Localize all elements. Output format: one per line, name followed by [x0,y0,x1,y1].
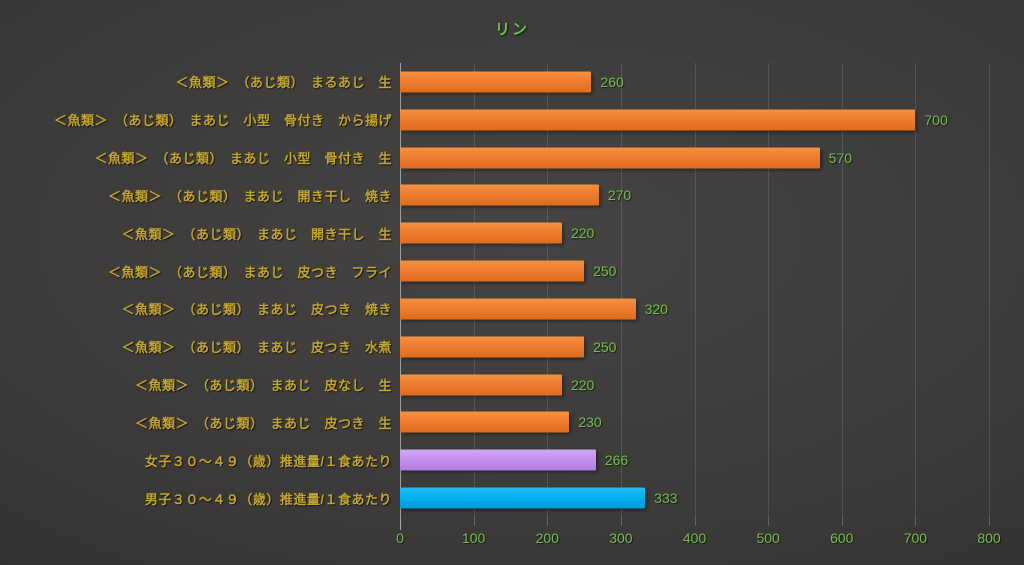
axis-tick [694,517,696,526]
gridline [694,63,696,517]
x-axis-tick-label: 200 [535,530,559,546]
bar-value-label: 220 [570,225,595,242]
category-label: ＜魚類＞ （あじ類） まあじ 皮つき 焼き [121,302,392,318]
bar-value-label: 260 [600,73,624,90]
x-axis-tick-label: 100 [461,530,486,546]
category-label: 女子３０～４９（歳）推進量/１食あたり [144,453,392,469]
bar-value-label: 250 [593,263,617,280]
bar-orange[interactable] [400,71,592,93]
axis-tick [989,517,990,526]
bar-row: 270 [400,177,989,215]
gridline [473,63,475,517]
x-axis-tick-label: 600 [830,530,854,546]
bar-orange[interactable] [400,336,585,358]
bar-row: 333 [400,479,989,517]
category-label: ＜魚類＞ （あじ類） まあじ 小型 骨付き から揚げ [53,113,392,129]
bar-row: 260 [400,63,989,101]
axis-tick [768,517,770,526]
axis-line [400,63,401,517]
axis-tick [841,517,843,526]
bar-row: 220 [400,366,989,404]
bar-row: 250 [400,328,989,366]
gridline [547,63,549,517]
category-label: 男子３０～４９（歳）推進量/１食あたり [144,491,392,507]
bar-value-label: 270 [607,187,632,204]
bar-value-label: 320 [644,300,668,317]
gridline [915,63,917,517]
bar-orange[interactable] [400,222,562,244]
category-label: ＜魚類＞ （あじ類） まあじ 皮つき 水煮 [121,340,392,356]
gridline [841,63,843,517]
bar-row: 700 [400,101,989,139]
x-axis-tick-label: 400 [682,530,707,546]
bar-row: 250 [400,252,989,290]
bar-value-label: 570 [828,149,853,166]
chart-title: リン [494,21,529,38]
value-axis: 0 100 200 300 400 500 600 700 800 [396,530,1001,552]
x-axis-tick-label: 500 [756,530,780,546]
axis-tick [547,517,549,526]
bar-row: 266 [400,441,989,479]
bar-orange[interactable] [400,298,636,320]
bar-purple[interactable] [400,449,596,471]
gridline [989,63,990,517]
x-axis-tick-label: 700 [903,530,928,546]
axis-tick [473,517,475,526]
plot-area: 260 700 570 270 220 250 320 250 220 230 266 333 [400,63,990,530]
bar-value-label: 700 [924,111,948,128]
category-label: ＜魚類＞ （あじ類） まあじ 開き干し 生 [121,226,392,242]
bar-value-label: 266 [604,452,629,469]
bar-value-label: 220 [570,376,595,393]
gridline [620,63,622,517]
x-axis-tick-label: 800 [977,530,1001,546]
x-axis-tick-label: 0 [396,530,404,546]
bar-row: 570 [400,139,989,177]
bar-orange[interactable] [400,109,916,131]
bar-value-label: 230 [578,414,602,431]
category-label: ＜魚類＞ （あじ類） まあじ 小型 骨付き 生 [94,151,392,167]
axis-tick [915,517,917,526]
axis-tick [400,517,401,530]
axis-tick [620,517,622,526]
bar-value-label: 333 [654,490,678,507]
bar-orange[interactable] [400,260,585,282]
category-label: ＜魚類＞ （あじ類） まあじ 開き干し 焼き [107,188,392,204]
bar-orange[interactable] [400,147,820,169]
category-label: ＜魚類＞ （あじ類） まあじ 皮なし 生 [134,378,392,394]
bar-blue[interactable] [400,487,646,509]
bar-orange[interactable] [400,374,562,396]
x-axis-tick-label: 300 [609,530,633,546]
category-label: ＜魚類＞ （あじ類） まあじ 皮つき 生 [134,415,392,431]
bar-orange[interactable] [400,411,570,433]
bar-value-label: 250 [593,338,617,355]
category-label: ＜魚類＞ （あじ類） まあじ 皮つき フライ [107,264,392,280]
category-label: ＜魚類＞ （あじ類） まるあじ 生 [175,75,392,91]
bar-row: 320 [400,290,989,328]
bar-orange[interactable] [400,184,599,206]
bar-row: 220 [400,214,989,252]
bar-row: 230 [400,404,989,442]
category-axis: ＜魚類＞ （あじ類） まるあじ 生 ＜魚類＞ （あじ類） まあじ 小型 骨付き か… [0,63,392,517]
gridline [768,63,770,517]
